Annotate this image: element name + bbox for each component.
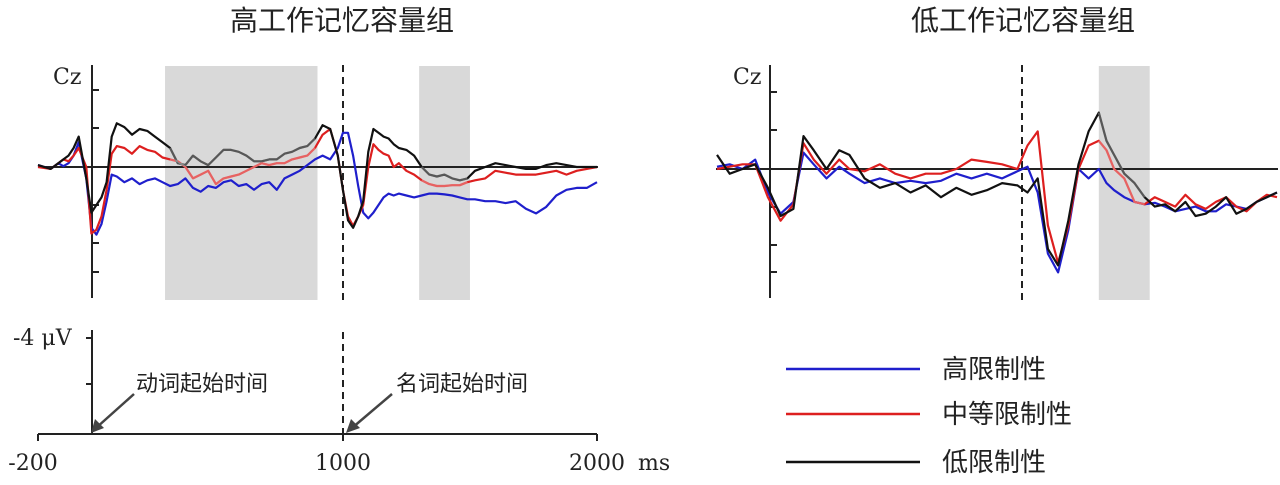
noun-onset-arrow-head bbox=[346, 419, 360, 433]
noun-onset-arrow-line bbox=[351, 393, 393, 429]
left-series-medium-constraint bbox=[37, 127, 598, 235]
right-y-ticks bbox=[770, 91, 777, 273]
right-channel-label: Cz bbox=[733, 65, 761, 90]
verb-onset-arrow-line bbox=[95, 393, 135, 429]
right-series-low-constraint bbox=[716, 111, 1278, 267]
noun-onset-annotation: 名词起始时间 bbox=[396, 372, 528, 397]
right-series-group bbox=[716, 111, 1278, 274]
left-panel-title: 高工作记忆容量组 bbox=[230, 4, 454, 37]
x-tick-label-start: -200 bbox=[8, 451, 57, 476]
left-series-fade-low-constraint-2 bbox=[420, 166, 468, 182]
legend-label-high: 高限制性 bbox=[942, 355, 1046, 385]
right-series-fade-low-constraint-1 bbox=[1097, 112, 1146, 198]
scale-amplitude-label: -4 μV bbox=[13, 326, 73, 351]
right-series-medium-constraint bbox=[716, 130, 1278, 265]
right-panel-title: 低工作记忆容量组 bbox=[911, 4, 1135, 37]
left-plot: Cz bbox=[37, 65, 598, 300]
scale-axes: -4 μV -200 1000 2000 ms 动词起始时间 名词起始时间 bbox=[8, 326, 670, 476]
right-series-fade-medium-constraint-1 bbox=[1097, 140, 1145, 206]
right-plot: Cz bbox=[716, 65, 1278, 300]
x-tick-label-mid: 1000 bbox=[315, 451, 371, 476]
x-unit-label: ms bbox=[638, 451, 670, 476]
x-tick-label-end: 2000 bbox=[569, 451, 625, 476]
left-channel-label: Cz bbox=[53, 65, 81, 90]
legend-label-medium: 中等限制性 bbox=[942, 400, 1072, 430]
legend: 高限制性 中等限制性 低限制性 bbox=[786, 355, 1072, 478]
left-y-ticks bbox=[92, 89, 99, 273]
legend-label-low: 低限制性 bbox=[942, 448, 1046, 478]
left-series-high-constraint bbox=[37, 131, 598, 236]
right-series-high-constraint bbox=[716, 151, 1278, 274]
left-series-fade-medium-constraint-2 bbox=[421, 179, 468, 188]
left-series-group bbox=[37, 122, 598, 236]
left-shaded-windows bbox=[165, 66, 470, 300]
verb-onset-arrow-head bbox=[91, 419, 104, 433]
left-series-low-constraint bbox=[37, 122, 597, 229]
left-series-fade-low-constraint-1 bbox=[169, 137, 316, 167]
left-series-fade-medium-constraint-1 bbox=[169, 147, 316, 186]
verb-onset-annotation: 动词起始时间 bbox=[136, 372, 268, 397]
